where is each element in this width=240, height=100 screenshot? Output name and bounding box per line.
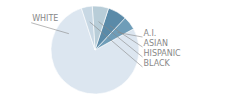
leader-line (99, 22, 143, 57)
slices (51, 6, 139, 94)
slice-label: BLACK (144, 59, 171, 68)
slice-label: WHITE (32, 14, 58, 23)
slice-label: HISPANIC (144, 49, 182, 58)
slice-label: ASIAN (144, 39, 168, 48)
labels: WHITE A.I.ASIANHISPANICBLACK (32, 14, 181, 67)
leader-line (90, 22, 143, 67)
leader-lines (31, 22, 142, 67)
leader-line (31, 23, 69, 34)
chart: WHITE A.I.ASIANHISPANICBLACK (0, 0, 240, 100)
slice-label: A.I. (144, 29, 157, 38)
slice (81, 6, 95, 50)
